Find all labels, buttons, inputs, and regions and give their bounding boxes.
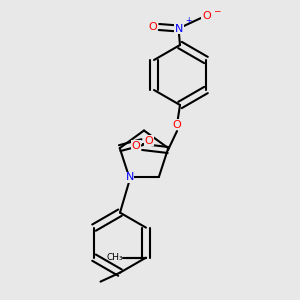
Text: O: O — [131, 140, 140, 151]
Text: O: O — [148, 22, 157, 32]
Text: −: − — [213, 6, 220, 15]
Text: N: N — [125, 172, 134, 182]
Text: CH₃: CH₃ — [107, 253, 124, 262]
Text: +: + — [185, 16, 191, 25]
Text: N: N — [175, 23, 183, 34]
Text: O: O — [145, 136, 153, 146]
Text: O: O — [172, 119, 182, 130]
Text: O: O — [202, 11, 211, 22]
